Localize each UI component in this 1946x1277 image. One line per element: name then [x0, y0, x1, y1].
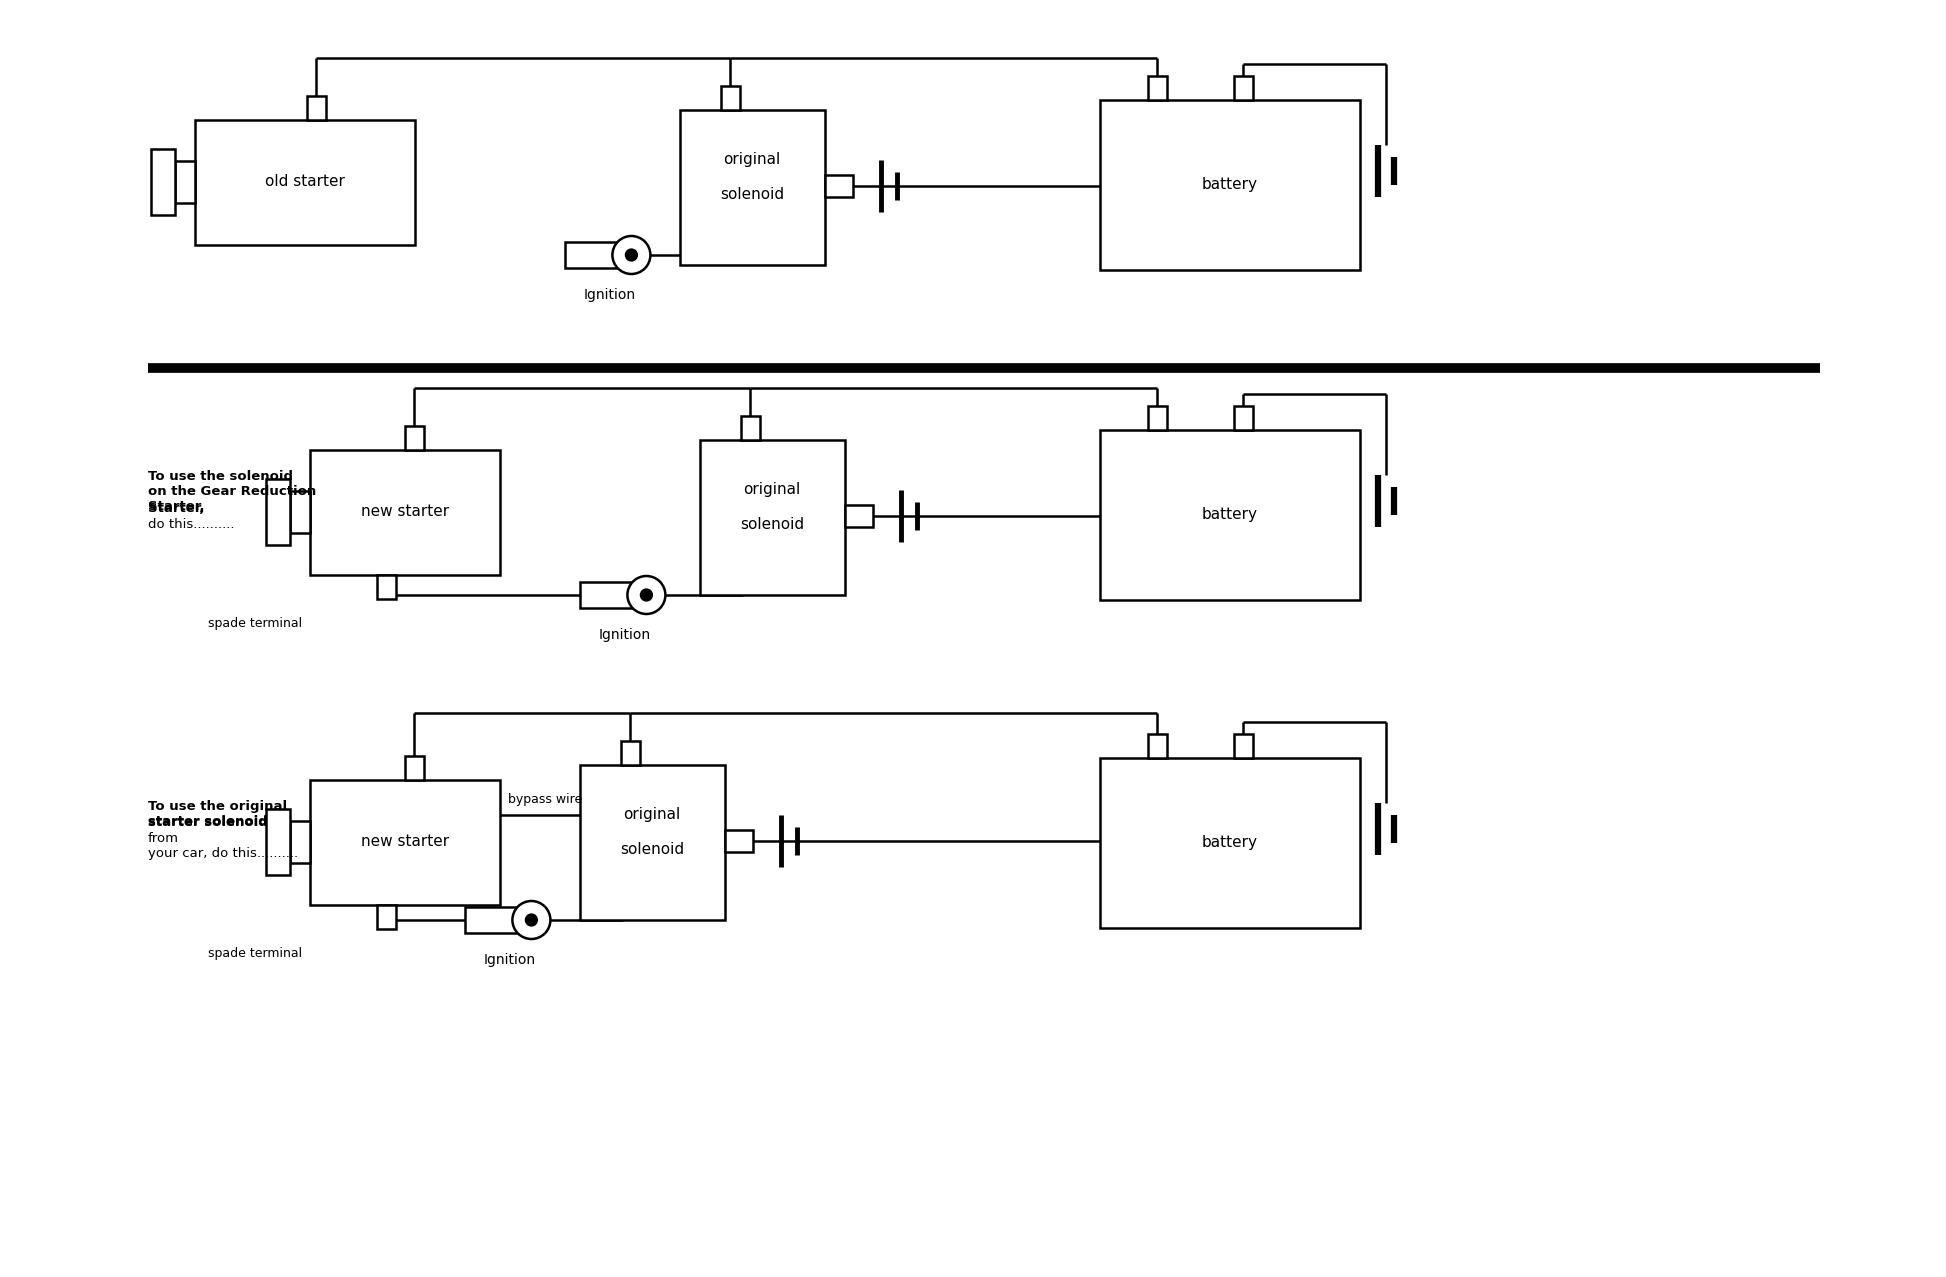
- Bar: [1234, 734, 1253, 759]
- Text: To use the solenoid
on the Gear Reduction
Starter,: To use the solenoid on the Gear Reductio…: [148, 470, 317, 513]
- Bar: [309, 780, 500, 905]
- Circle shape: [640, 589, 654, 601]
- Bar: [1234, 77, 1253, 100]
- Bar: [307, 96, 327, 120]
- Text: original

solenoid: original solenoid: [739, 483, 804, 533]
- Text: spade terminal: spade terminal: [208, 946, 302, 959]
- Bar: [580, 765, 726, 919]
- Text: Ignition: Ignition: [599, 628, 652, 642]
- Text: battery: battery: [1203, 835, 1257, 850]
- Bar: [580, 582, 634, 608]
- Bar: [825, 175, 852, 197]
- Text: starter solenoid: starter solenoid: [148, 816, 269, 829]
- Text: bypass wire: bypass wire: [508, 793, 582, 806]
- Bar: [1148, 77, 1168, 100]
- Text: new starter: new starter: [360, 504, 450, 520]
- Bar: [309, 450, 500, 575]
- Bar: [290, 490, 309, 533]
- Bar: [679, 110, 825, 266]
- Bar: [1234, 406, 1253, 430]
- Bar: [845, 504, 874, 527]
- Bar: [564, 243, 621, 268]
- Text: original

solenoid: original solenoid: [621, 807, 685, 857]
- Text: battery: battery: [1203, 178, 1257, 193]
- Bar: [1099, 759, 1360, 928]
- Bar: [1148, 406, 1168, 430]
- Bar: [701, 441, 845, 595]
- Bar: [290, 821, 309, 863]
- Bar: [405, 427, 424, 450]
- Text: spade terminal: spade terminal: [208, 617, 302, 630]
- Text: new starter: new starter: [360, 834, 450, 849]
- Text: To use the original
starter solenoid: To use the original starter solenoid: [148, 799, 288, 827]
- Text: Ignition: Ignition: [584, 289, 636, 301]
- Circle shape: [512, 902, 551, 939]
- Text: from
your car, do this..........: from your car, do this..........: [148, 833, 298, 859]
- Text: old starter: old starter: [265, 175, 344, 189]
- Bar: [378, 575, 395, 599]
- Bar: [378, 905, 395, 928]
- Bar: [465, 907, 520, 933]
- Bar: [267, 479, 290, 545]
- Bar: [1099, 430, 1360, 600]
- Text: Ignition: Ignition: [485, 953, 535, 967]
- Bar: [1148, 734, 1168, 759]
- Bar: [1099, 100, 1360, 269]
- Circle shape: [613, 236, 650, 275]
- Text: Starter,: Starter,: [148, 502, 204, 515]
- Bar: [722, 86, 739, 110]
- Circle shape: [525, 913, 537, 927]
- Circle shape: [627, 576, 666, 614]
- Bar: [267, 810, 290, 875]
- Text: original

solenoid: original solenoid: [720, 152, 784, 202]
- Bar: [195, 120, 414, 245]
- Bar: [152, 149, 175, 215]
- Circle shape: [625, 248, 638, 262]
- Bar: [175, 161, 195, 203]
- Bar: [621, 741, 640, 765]
- Text: battery: battery: [1203, 507, 1257, 522]
- Bar: [741, 416, 761, 441]
- Bar: [405, 756, 424, 780]
- Text: do this..........: do this..........: [148, 518, 235, 531]
- Bar: [726, 830, 753, 852]
